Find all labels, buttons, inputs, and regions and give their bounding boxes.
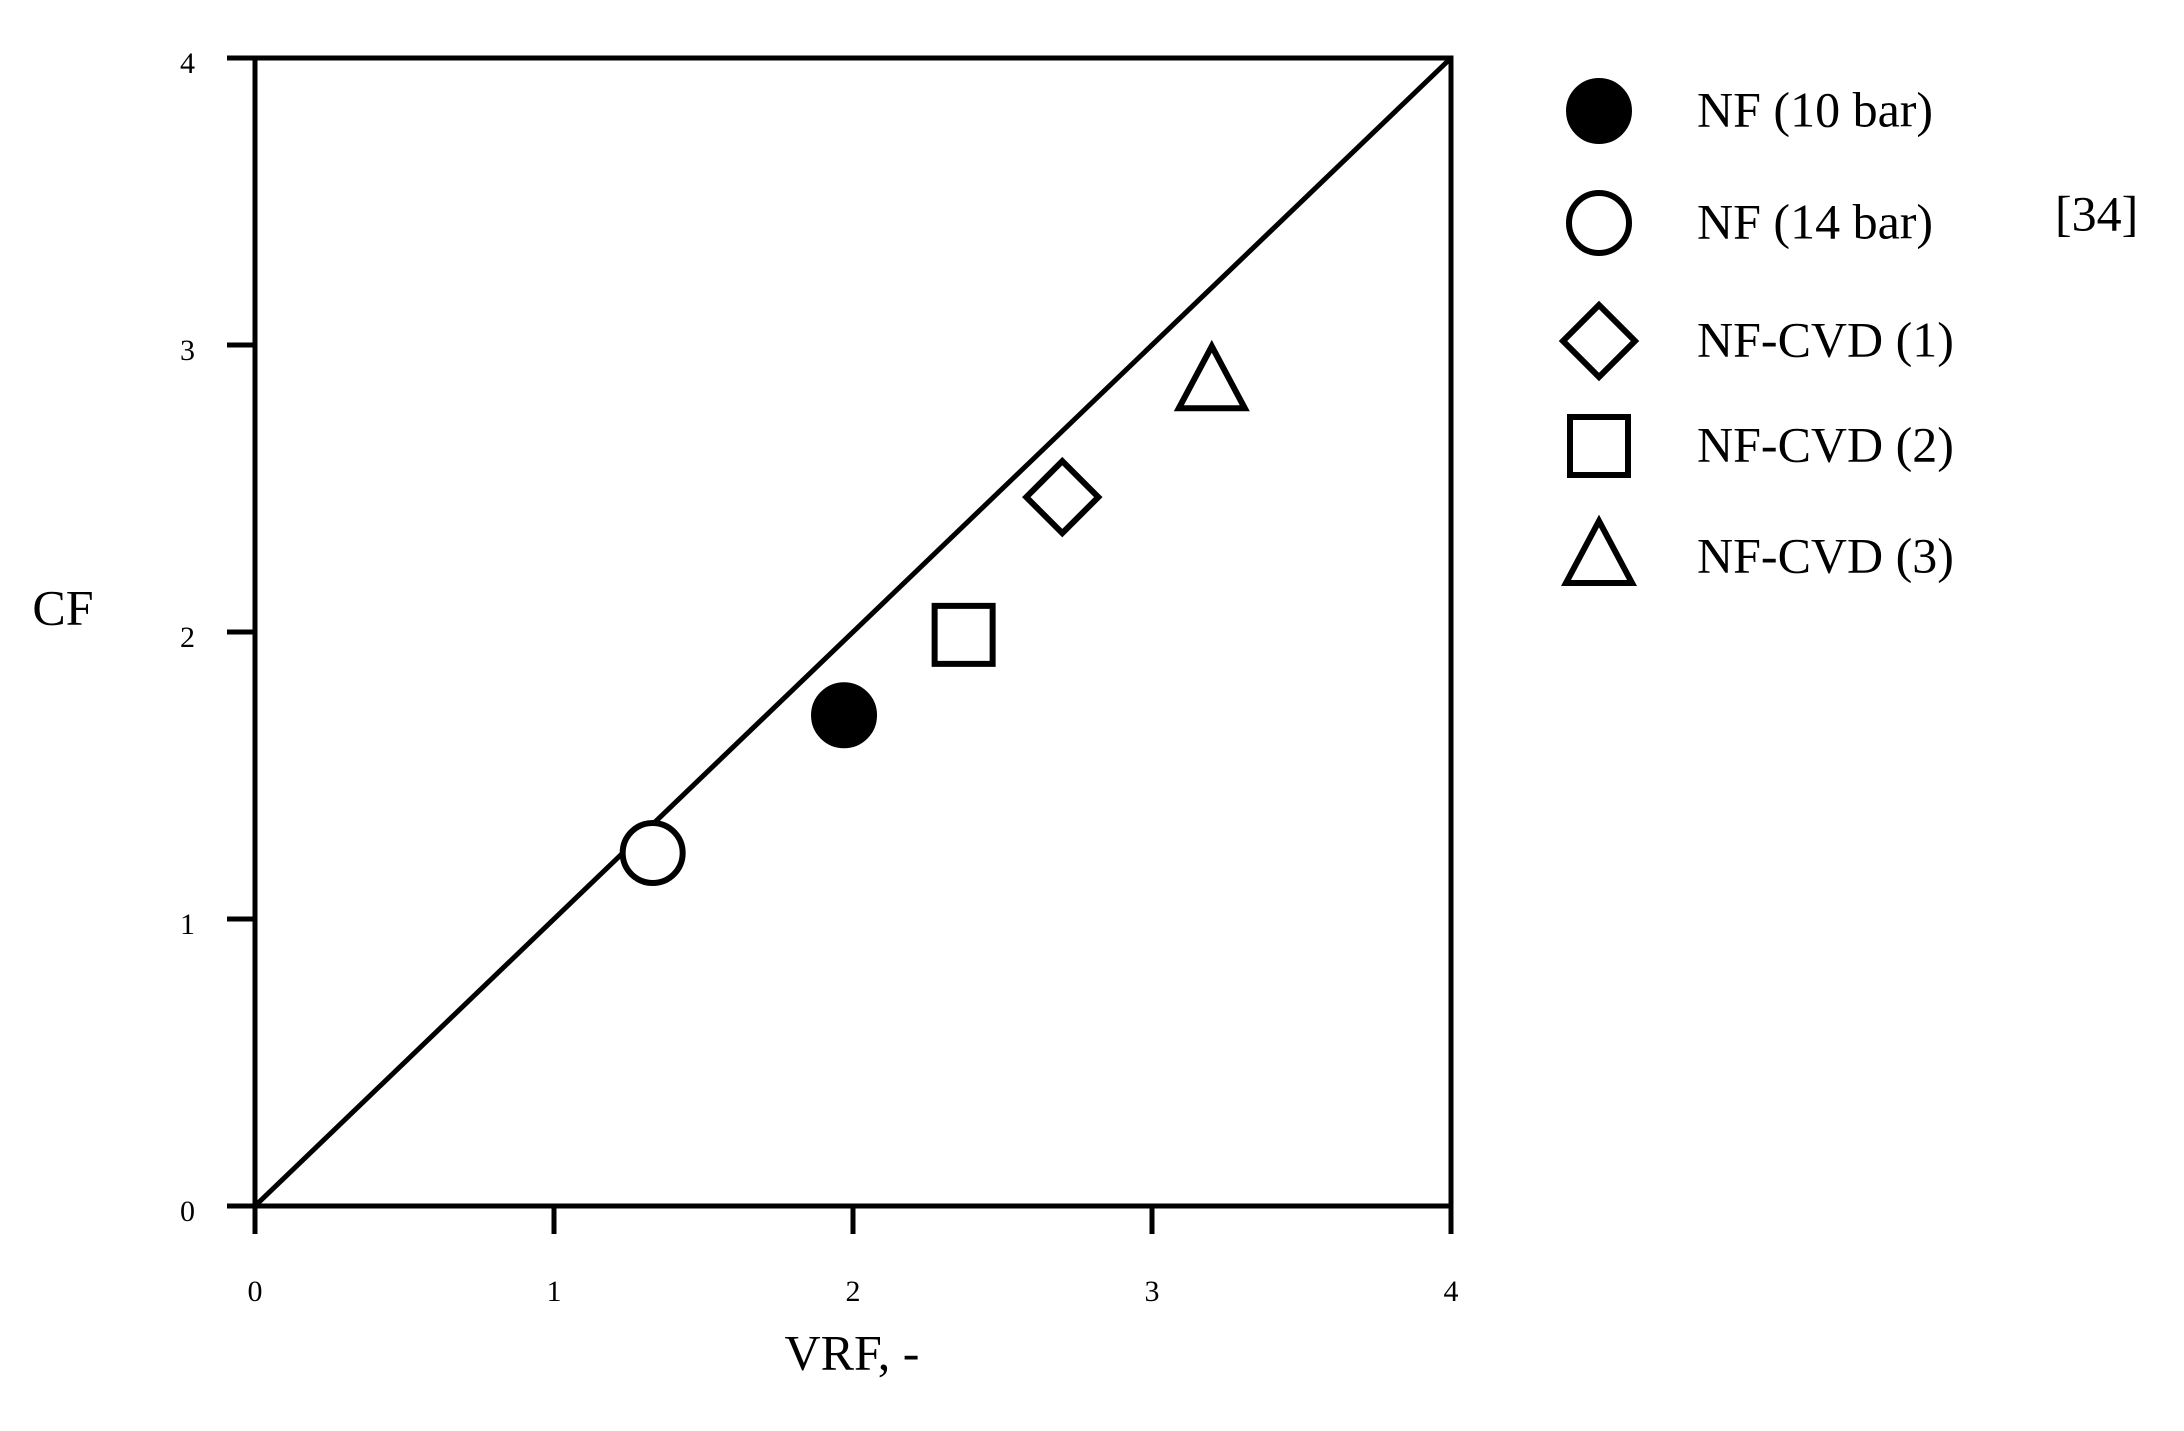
- parity-line: [253, 56, 1453, 1208]
- legend-label: NF-CVD (1): [1697, 311, 1954, 367]
- y-tick-label: 2: [180, 621, 195, 654]
- y-tick-label: 4: [180, 47, 195, 80]
- data-point: [619, 819, 686, 886]
- legend-label: NF-CVD (3): [1697, 527, 1954, 583]
- y-axis-label: CF: [32, 579, 93, 635]
- legend-label: NF (10 bar): [1697, 81, 1933, 137]
- legend-label: NF-CVD (2): [1697, 416, 1954, 472]
- y-tick-label: 3: [180, 334, 195, 367]
- y-tick-label: 1: [180, 908, 195, 941]
- data-point: [1173, 339, 1250, 412]
- x-axis-label: VRF, -: [785, 1324, 920, 1380]
- legend-marker: [1566, 78, 1632, 144]
- data-point: [931, 602, 996, 667]
- x-tick-label: 1: [547, 1275, 562, 1308]
- legend-marker: [1567, 414, 1631, 478]
- legend-note: [34]: [2055, 185, 2138, 241]
- y-tick-label: 0: [180, 1195, 195, 1228]
- data-point: [1022, 456, 1103, 538]
- data-point: [811, 682, 878, 749]
- legend-marker: [1558, 300, 1640, 382]
- x-tick-label: 2: [846, 1275, 861, 1308]
- x-tick-label: 4: [1444, 1275, 1459, 1308]
- legend-label: NF (14 bar): [1697, 193, 1933, 249]
- x-tick-label: 0: [248, 1275, 263, 1308]
- legend-marker: [1561, 514, 1637, 586]
- x-tick-label: 3: [1145, 1275, 1160, 1308]
- legend-marker: [1566, 190, 1632, 256]
